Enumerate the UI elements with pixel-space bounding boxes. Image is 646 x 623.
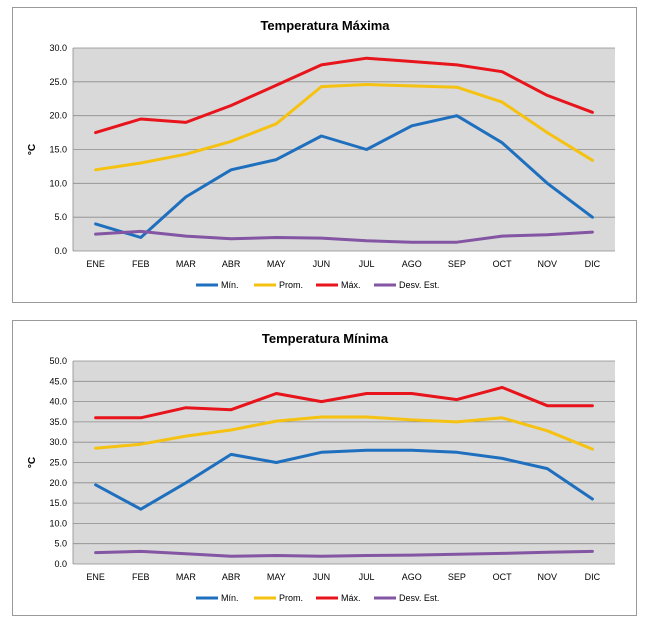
- min-y-tick-label: 10.0: [49, 518, 67, 528]
- min-legend-item-prom: Prom.: [254, 593, 303, 603]
- max-x-tick-ago: AGO: [402, 259, 422, 269]
- max-y-tick-label: 25.0: [49, 77, 67, 87]
- min-y-tick-label: 35.0: [49, 417, 67, 427]
- max-series-prom: [94, 83, 594, 172]
- max-legend-label: Máx.: [341, 280, 361, 290]
- min-x-tick-ene: ENE: [86, 572, 105, 582]
- min-title: Temperatura Mínima: [262, 331, 389, 346]
- max-legend-item-max: Máx.: [316, 280, 361, 290]
- min-y-tick-label: 50.0: [49, 356, 67, 366]
- max-title: Temperatura Máxima: [260, 18, 390, 33]
- min-legend-item-desv-est: Desv. Est.: [374, 593, 439, 603]
- min-y-tick-label: 25.0: [49, 458, 67, 468]
- max-x-tick-sep: SEP: [448, 259, 466, 269]
- min-x-tick-abr: ABR: [222, 572, 241, 582]
- max-x-tick-ene: ENE: [86, 259, 105, 269]
- max-y-tick-label: 20.0: [49, 111, 67, 121]
- min-legend-label: Desv. Est.: [399, 593, 439, 603]
- min-x-tick-mar: MAR: [176, 572, 197, 582]
- min-y-axis-label: °C: [27, 457, 38, 468]
- max-y-tick-label: 10.0: [49, 178, 67, 188]
- min-y-tick-label: 40.0: [49, 397, 67, 407]
- min-x-tick-oct: OCT: [493, 572, 513, 582]
- min-series-desv-est: [94, 549, 594, 558]
- max-x-tick-jun: JUN: [313, 259, 331, 269]
- max-legend-item-desv-est: Desv. Est.: [374, 280, 439, 290]
- max-y-tick-label: 30.0: [49, 43, 67, 53]
- chart-svg-minima: Temperatura Mínima 0.0 5.0 10.0 15.0 20.0 25.0…: [27, 331, 615, 603]
- min-series-min: [94, 448, 594, 511]
- chart-svg-maxima: Temperatura Máxima 0.0 5.0 10.0 15.0 20.0 25.0…: [27, 18, 615, 290]
- min-x-tick-may: MAY: [267, 572, 286, 582]
- min-legend-label: Máx.: [341, 593, 361, 603]
- min-x-tick-feb: FEB: [132, 572, 150, 582]
- min-series-prom: [94, 415, 594, 451]
- min-y-tick-label: 0.0: [54, 559, 67, 569]
- max-x-tick-feb: FEB: [132, 259, 150, 269]
- max-x-tick-dic: DIC: [585, 259, 601, 269]
- min-series-max: [94, 385, 594, 420]
- min-y-tick-label: 45.0: [49, 376, 67, 386]
- max-x-tick-oct: OCT: [493, 259, 513, 269]
- min-legend-label: Mín.: [221, 593, 239, 603]
- chart-temperatura-maxima: Temperatura Máxima 0.0 5.0 10.0 15.0 20.0 25.0…: [12, 7, 637, 303]
- min-x-tick-sep: SEP: [448, 572, 466, 582]
- max-x-tick-abr: ABR: [222, 259, 241, 269]
- max-legend-item-min: Mín.: [196, 280, 239, 290]
- chart-temperatura-minima: Temperatura Mínima 0.0 5.0 10.0 15.0 20.0 25.0…: [12, 320, 637, 616]
- max-y-axis-label: °C: [27, 144, 38, 155]
- min-x-tick-dic: DIC: [585, 572, 601, 582]
- min-legend-label: Prom.: [279, 593, 303, 603]
- min-y-tick-label: 20.0: [49, 478, 67, 488]
- max-series-max: [94, 56, 594, 135]
- min-y-tick-label: 30.0: [49, 437, 67, 447]
- max-legend-label: Desv. Est.: [399, 280, 439, 290]
- max-y-tick-label: 0.0: [54, 246, 67, 256]
- max-y-tick-label: 5.0: [54, 212, 67, 222]
- min-y-tick-label: 15.0: [49, 498, 67, 508]
- max-legend-label: Prom.: [279, 280, 303, 290]
- min-x-tick-ago: AGO: [402, 572, 422, 582]
- max-x-tick-jul: JUL: [359, 259, 375, 269]
- min-legend-item-min: Mín.: [196, 593, 239, 603]
- max-x-tick-nov: NOV: [537, 259, 557, 269]
- min-x-tick-jul: JUL: [359, 572, 375, 582]
- max-series-desv-est: [94, 229, 594, 244]
- max-legend-item-prom: Prom.: [254, 280, 303, 290]
- min-x-tick-nov: NOV: [537, 572, 557, 582]
- min-x-tick-jun: JUN: [313, 572, 331, 582]
- min-legend-item-max: Máx.: [316, 593, 361, 603]
- min-y-tick-label: 5.0: [54, 539, 67, 549]
- max-x-tick-mar: MAR: [176, 259, 197, 269]
- max-series-min: [94, 114, 594, 239]
- max-legend-label: Mín.: [221, 280, 239, 290]
- max-x-tick-may: MAY: [267, 259, 286, 269]
- max-y-tick-label: 15.0: [49, 145, 67, 155]
